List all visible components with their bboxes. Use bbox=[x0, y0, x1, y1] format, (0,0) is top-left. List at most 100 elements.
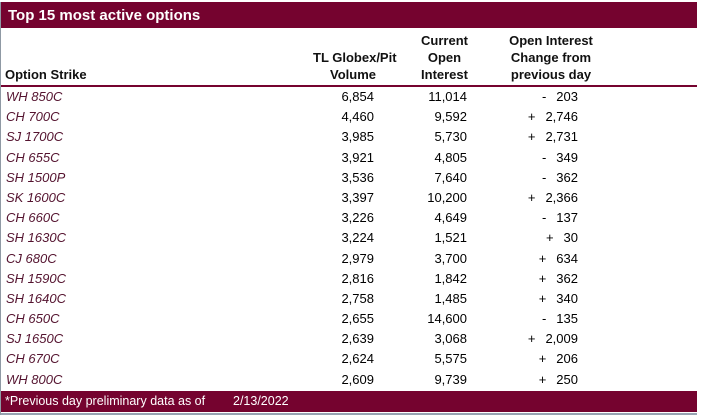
volume-cell: 2,816 bbox=[341, 270, 374, 286]
oi-change-cell: +206 bbox=[496, 349, 606, 369]
change-value: 2,731 bbox=[545, 129, 578, 145]
oi-change-cell: +2,746 bbox=[496, 107, 606, 127]
table-row: CH 670C 2,624 5,575 +206 bbox=[1, 349, 697, 369]
option-strike-cell: CH 670C bbox=[6, 351, 60, 367]
table-row: CJ 680C 2,979 3,700 +634 bbox=[1, 249, 697, 269]
header-divider bbox=[1, 85, 697, 87]
volume-cell: 3,536 bbox=[341, 169, 374, 185]
table-row: SK 1600C 3,397 10,200 +2,366 bbox=[1, 188, 697, 208]
change-sign: - bbox=[541, 311, 547, 327]
option-strike-cell: WH 850C bbox=[6, 89, 63, 104]
oi-change-cell: -349 bbox=[496, 148, 606, 168]
volume-cell: 2,758 bbox=[341, 290, 374, 306]
open-interest-cell: 1,485 bbox=[434, 290, 467, 306]
change-value: 634 bbox=[556, 250, 578, 266]
table-row: CH 655C 3,921 4,805 -349 bbox=[1, 148, 697, 168]
option-strike-cell: WH 800C bbox=[6, 371, 63, 387]
volume-cell: 2,655 bbox=[341, 311, 374, 327]
change-sign: + bbox=[527, 189, 536, 205]
table-row: CH 650C 2,655 14,600 -135 bbox=[1, 309, 697, 329]
option-strike-cell: SH 1590C bbox=[6, 270, 66, 286]
oi-change-cell: +30 bbox=[496, 228, 606, 248]
open-interest-cell: 3,700 bbox=[434, 250, 467, 266]
volume-cell: 3,224 bbox=[341, 230, 374, 246]
open-interest-cell: 3,068 bbox=[434, 331, 467, 347]
option-strike-cell: CH 650C bbox=[6, 311, 60, 327]
table-row: WH 800C 2,609 9,739 +250 bbox=[1, 370, 697, 390]
table-row: CH 660C 3,226 4,649 -137 bbox=[1, 208, 697, 228]
column-header-open-interest: Current Open Interest bbox=[421, 33, 468, 82]
page-title: Top 15 most active options bbox=[8, 6, 201, 24]
change-sign: + bbox=[527, 109, 536, 125]
column-header-option-strike: Option Strike bbox=[5, 67, 87, 82]
volume-cell: 3,921 bbox=[341, 149, 374, 165]
change-value: 2,746 bbox=[545, 109, 578, 125]
oi-change-cell: -203 bbox=[496, 87, 606, 107]
volume-cell: 3,226 bbox=[341, 210, 374, 226]
option-strike-cell: CH 655C bbox=[6, 149, 60, 165]
table-row: WH 850C 6,854 11,014 -203 bbox=[1, 87, 697, 107]
volume-cell: 4,460 bbox=[341, 109, 374, 125]
oi-change-cell: +2,731 bbox=[496, 127, 606, 147]
table-body: WH 850C 6,854 11,014 -203 CH 700C 4,460 … bbox=[1, 87, 697, 390]
option-strike-cell: SH 1640C bbox=[6, 290, 66, 306]
open-interest-cell: 14,600 bbox=[427, 311, 467, 327]
table-row: SH 1590C 2,816 1,842 +362 bbox=[1, 269, 697, 289]
title-bar: Top 15 most active options bbox=[1, 2, 697, 28]
table-row: SH 1500P 3,536 7,640 -362 bbox=[1, 168, 697, 188]
change-value: 362 bbox=[556, 169, 578, 185]
open-interest-cell: 9,592 bbox=[434, 109, 467, 125]
option-strike-cell: CH 660C bbox=[6, 210, 60, 226]
change-sign: + bbox=[527, 331, 536, 347]
change-sign: + bbox=[538, 250, 547, 266]
open-interest-cell: 1,521 bbox=[434, 230, 467, 246]
column-header-volume: TL Globex/Pit Volume bbox=[313, 50, 397, 82]
oi-change-cell: -135 bbox=[496, 309, 606, 329]
volume-cell: 2,624 bbox=[341, 351, 374, 367]
footer-bar: *Previous day preliminary data as of 2/1… bbox=[1, 390, 697, 412]
change-sign: + bbox=[538, 270, 547, 286]
open-interest-cell: 5,575 bbox=[434, 351, 467, 367]
oi-change-cell: +340 bbox=[496, 289, 606, 309]
open-interest-cell: 10,200 bbox=[427, 189, 467, 205]
change-sign: + bbox=[538, 290, 547, 306]
oi-change-cell: +2,366 bbox=[496, 188, 606, 208]
open-interest-cell: 9,739 bbox=[434, 371, 467, 387]
change-value: 135 bbox=[556, 311, 578, 327]
change-value: 206 bbox=[556, 351, 578, 367]
open-interest-cell: 1,842 bbox=[434, 270, 467, 286]
change-value: 203 bbox=[556, 89, 578, 104]
oi-change-cell: +250 bbox=[496, 370, 606, 390]
change-sign: + bbox=[538, 371, 547, 387]
change-value: 250 bbox=[556, 371, 578, 387]
bottom-edge-line bbox=[1, 412, 697, 415]
change-value: 362 bbox=[556, 270, 578, 286]
change-value: 340 bbox=[556, 290, 578, 306]
footer-date: 2/13/2022 bbox=[233, 394, 289, 409]
volume-cell: 2,609 bbox=[341, 371, 374, 387]
volume-cell: 3,397 bbox=[341, 189, 374, 205]
open-interest-cell: 11,014 bbox=[428, 89, 467, 104]
change-sign: - bbox=[541, 89, 547, 104]
open-interest-cell: 5,730 bbox=[434, 129, 467, 145]
open-interest-cell: 4,805 bbox=[434, 149, 467, 165]
table-row: CH 700C 4,460 9,592 +2,746 bbox=[1, 107, 697, 127]
change-value: 349 bbox=[556, 149, 578, 165]
oi-change-cell: +2,009 bbox=[496, 329, 606, 349]
table-row: SH 1640C 2,758 1,485 +340 bbox=[1, 289, 697, 309]
change-value: 2,009 bbox=[545, 331, 578, 347]
volume-cell: 6,854 bbox=[341, 89, 374, 104]
footer-note: *Previous day preliminary data as of bbox=[5, 394, 206, 409]
change-sign: - bbox=[541, 149, 547, 165]
option-strike-cell: SH 1500P bbox=[6, 169, 66, 185]
change-sign: - bbox=[541, 169, 547, 185]
table-row: SJ 1700C 3,985 5,730 +2,731 bbox=[1, 127, 697, 147]
change-value: 137 bbox=[556, 210, 578, 226]
option-strike-cell: SK 1600C bbox=[6, 189, 66, 205]
option-strike-cell: SH 1630C bbox=[6, 230, 66, 246]
change-sign: + bbox=[538, 351, 547, 367]
oi-change-cell: +362 bbox=[496, 269, 606, 289]
table-row: SH 1630C 3,224 1,521 +30 bbox=[1, 228, 697, 248]
